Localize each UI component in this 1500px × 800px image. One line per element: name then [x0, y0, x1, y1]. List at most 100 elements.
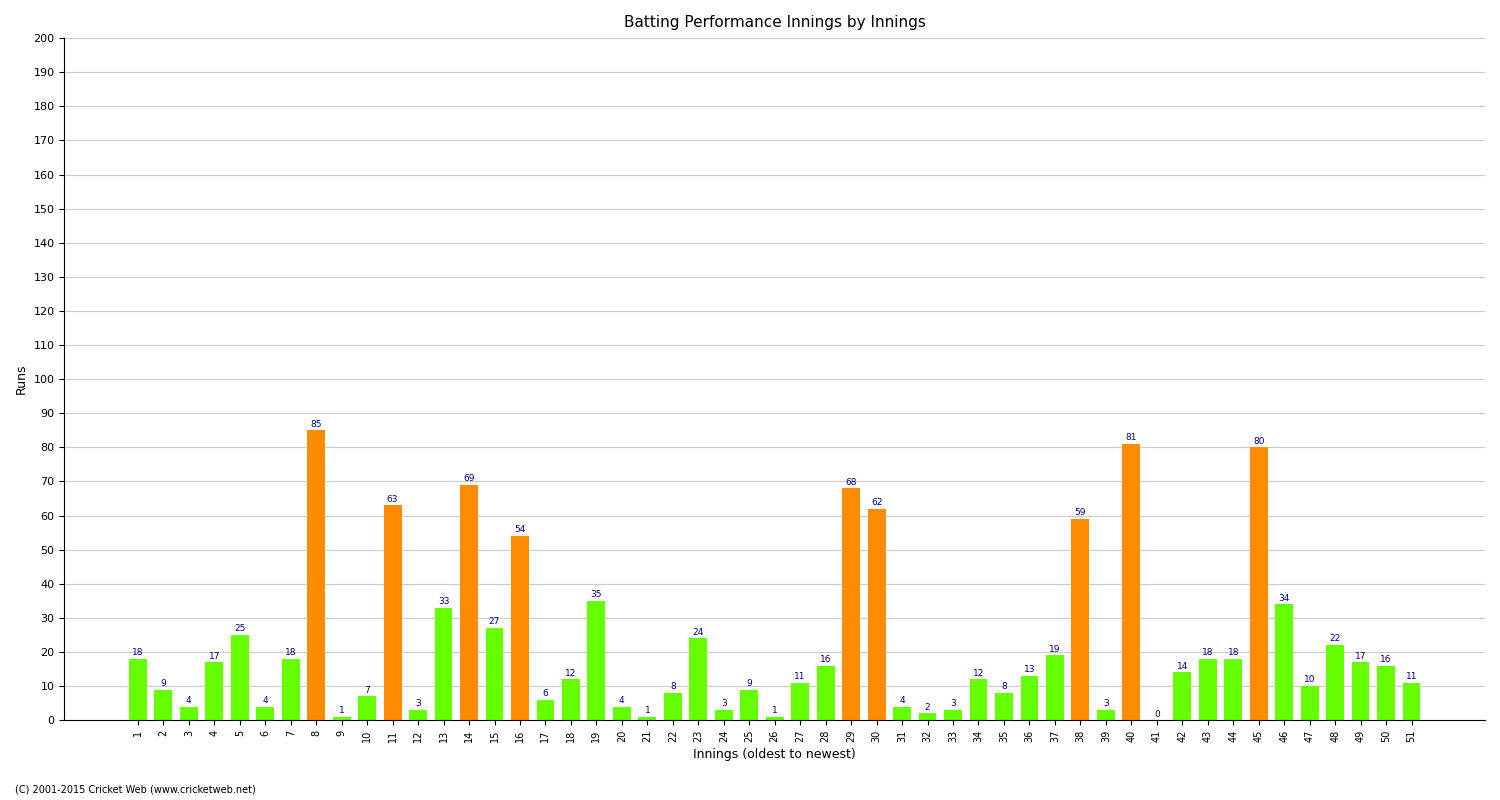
- Bar: [816, 666, 834, 720]
- Bar: [180, 706, 198, 720]
- Bar: [1250, 447, 1268, 720]
- Text: 11: 11: [795, 672, 806, 681]
- Text: 16: 16: [821, 655, 831, 664]
- Text: 4: 4: [900, 696, 904, 705]
- Bar: [842, 488, 860, 720]
- Text: 11: 11: [1406, 672, 1417, 681]
- Title: Batting Performance Innings by Innings: Batting Performance Innings by Innings: [624, 15, 926, 30]
- Bar: [1352, 662, 1370, 720]
- Bar: [384, 506, 402, 720]
- Bar: [206, 662, 224, 720]
- Bar: [766, 717, 783, 720]
- Text: 3: 3: [416, 699, 422, 708]
- X-axis label: Innings (oldest to newest): Innings (oldest to newest): [693, 748, 856, 761]
- Text: 10: 10: [1304, 675, 1316, 685]
- Text: 14: 14: [1176, 662, 1188, 670]
- Text: 1: 1: [339, 706, 345, 715]
- Bar: [1122, 444, 1140, 720]
- Bar: [1377, 666, 1395, 720]
- Bar: [1096, 710, 1114, 720]
- Bar: [664, 693, 681, 720]
- Text: 22: 22: [1329, 634, 1341, 643]
- Bar: [892, 706, 910, 720]
- Text: 62: 62: [871, 498, 882, 507]
- Text: 18: 18: [285, 648, 297, 657]
- Bar: [460, 485, 478, 720]
- Text: 85: 85: [310, 420, 322, 429]
- Bar: [588, 601, 606, 720]
- Bar: [614, 706, 632, 720]
- Text: 3: 3: [950, 699, 956, 708]
- Bar: [129, 659, 147, 720]
- Bar: [435, 608, 453, 720]
- Text: 12: 12: [566, 669, 576, 678]
- Bar: [486, 628, 504, 720]
- Bar: [716, 710, 732, 720]
- Text: 3: 3: [1102, 699, 1108, 708]
- Text: 59: 59: [1074, 508, 1086, 518]
- Bar: [1173, 673, 1191, 720]
- Bar: [358, 696, 376, 720]
- Bar: [1198, 659, 1216, 720]
- Text: 25: 25: [234, 624, 246, 634]
- Text: 4: 4: [186, 696, 192, 705]
- Bar: [1046, 655, 1064, 720]
- Bar: [410, 710, 428, 720]
- Bar: [512, 536, 530, 720]
- Text: 1: 1: [772, 706, 777, 715]
- Text: 19: 19: [1048, 645, 1060, 654]
- Text: 18: 18: [1202, 648, 1214, 657]
- Bar: [1300, 686, 1318, 720]
- Text: 17: 17: [209, 651, 220, 661]
- Text: 54: 54: [514, 526, 525, 534]
- Text: 18: 18: [1227, 648, 1239, 657]
- Text: 7: 7: [364, 686, 370, 694]
- Bar: [741, 690, 758, 720]
- Text: 16: 16: [1380, 655, 1392, 664]
- Text: 69: 69: [464, 474, 476, 483]
- Bar: [333, 717, 351, 720]
- Text: 8: 8: [1000, 682, 1006, 691]
- Text: 0: 0: [1154, 710, 1160, 718]
- Bar: [918, 714, 936, 720]
- Text: 18: 18: [132, 648, 144, 657]
- Text: 33: 33: [438, 597, 450, 606]
- Text: 17: 17: [1354, 651, 1366, 661]
- Bar: [562, 679, 580, 720]
- Bar: [1020, 676, 1038, 720]
- Bar: [944, 710, 962, 720]
- Text: 63: 63: [387, 494, 399, 504]
- Bar: [1275, 604, 1293, 720]
- Bar: [231, 635, 249, 720]
- Text: 4: 4: [262, 696, 268, 705]
- Bar: [308, 430, 326, 720]
- Text: 34: 34: [1278, 594, 1290, 602]
- Text: 27: 27: [489, 618, 500, 626]
- Text: 12: 12: [974, 669, 984, 678]
- Text: 4: 4: [620, 696, 624, 705]
- Y-axis label: Runs: Runs: [15, 364, 28, 394]
- Bar: [154, 690, 172, 720]
- Bar: [1402, 682, 1420, 720]
- Text: 80: 80: [1252, 437, 1264, 446]
- Bar: [639, 717, 657, 720]
- Text: 1: 1: [645, 706, 650, 715]
- Text: 8: 8: [670, 682, 675, 691]
- Text: 6: 6: [543, 689, 549, 698]
- Bar: [969, 679, 987, 720]
- Text: (C) 2001-2015 Cricket Web (www.cricketweb.net): (C) 2001-2015 Cricket Web (www.cricketwe…: [15, 784, 255, 794]
- Bar: [537, 700, 555, 720]
- Text: 3: 3: [722, 699, 726, 708]
- Text: 2: 2: [924, 702, 930, 712]
- Bar: [994, 693, 1012, 720]
- Text: 9: 9: [160, 679, 166, 688]
- Text: 13: 13: [1023, 665, 1035, 674]
- Bar: [792, 682, 808, 720]
- Text: 35: 35: [591, 590, 602, 599]
- Text: 9: 9: [747, 679, 752, 688]
- Bar: [1326, 645, 1344, 720]
- Text: 24: 24: [693, 628, 703, 637]
- Bar: [256, 706, 274, 720]
- Text: 68: 68: [846, 478, 856, 486]
- Bar: [282, 659, 300, 720]
